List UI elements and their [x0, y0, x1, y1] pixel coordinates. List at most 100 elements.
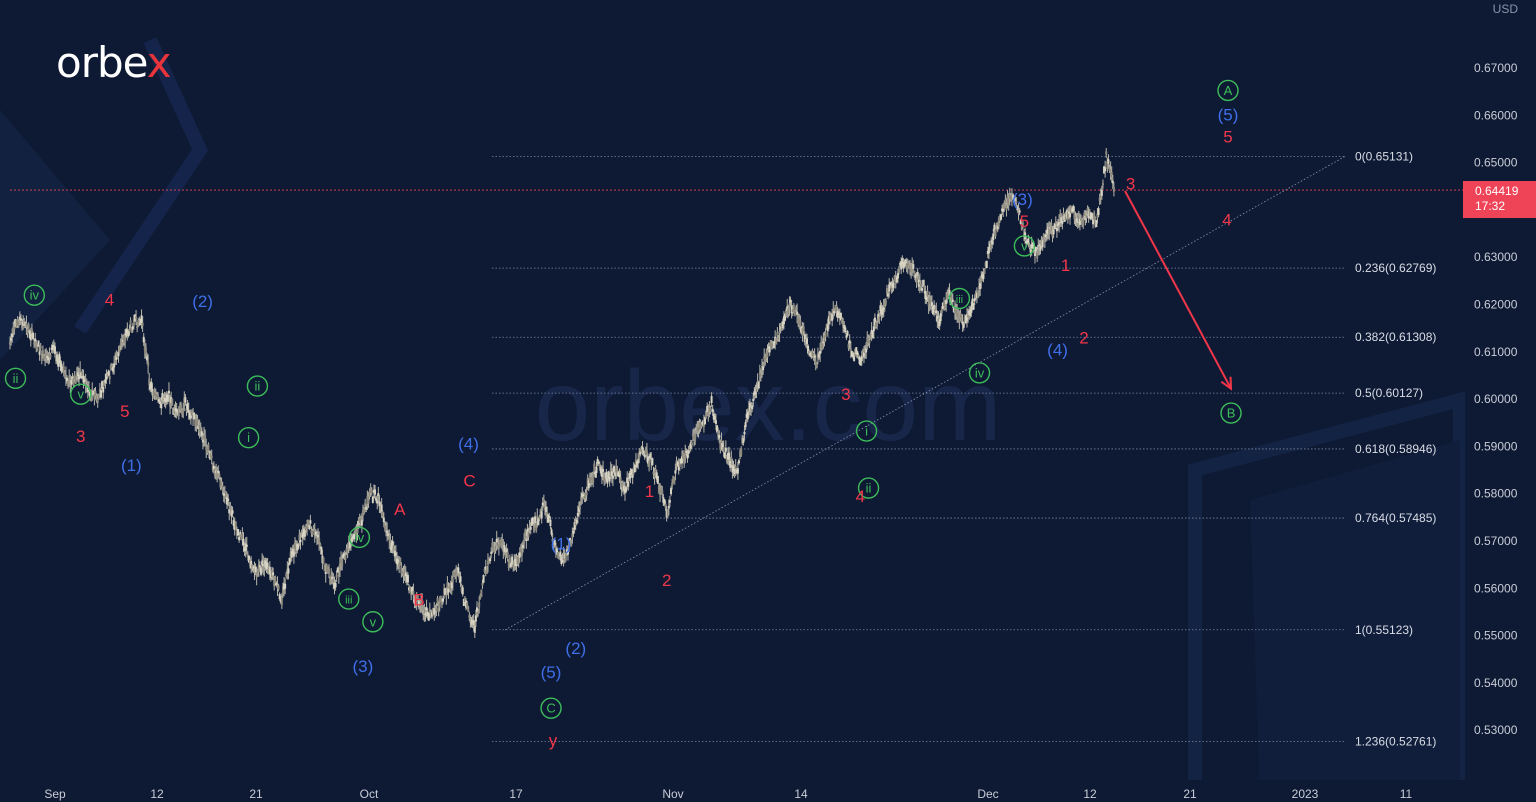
candle-body [467, 606, 470, 612]
candle-body [181, 410, 184, 415]
price-tick: 0.62000 [1474, 298, 1518, 312]
candle-body [227, 498, 230, 502]
time-tick: Sep [44, 787, 66, 801]
candle-body [550, 529, 553, 535]
candle-body [404, 573, 407, 576]
candle-body [1105, 151, 1108, 155]
wave-label-text: 5 [1020, 212, 1029, 231]
candle-body [1043, 239, 1046, 243]
candle-body [882, 306, 885, 310]
candle-body [523, 539, 526, 543]
candle-body [158, 399, 161, 402]
candle-body [1025, 241, 1028, 244]
candle-body [1052, 229, 1055, 235]
candle-body [104, 379, 107, 384]
candle-body [317, 535, 320, 538]
wave-label-circle [1013, 235, 1036, 257]
candle-body [346, 547, 349, 554]
candle-body [845, 335, 848, 338]
candle-body [815, 361, 818, 369]
candle-body [46, 355, 49, 358]
candle-body [827, 316, 830, 324]
candle-body [272, 572, 275, 576]
candle-body [342, 553, 345, 558]
candle-body [429, 611, 432, 616]
candle-body [99, 389, 102, 398]
time-tick: 21 [1183, 787, 1197, 801]
candle-body [932, 306, 935, 315]
candle-body [423, 609, 426, 616]
candle-body [1026, 240, 1029, 244]
candle-body [515, 559, 518, 567]
candle-body [381, 511, 384, 517]
candle-body [1027, 238, 1030, 244]
candle-body [903, 261, 906, 267]
candle-body [640, 446, 643, 453]
wave-label-text: 4 [105, 291, 114, 310]
candle-body [884, 300, 887, 304]
candle-body [637, 459, 640, 464]
candle-body [405, 575, 408, 582]
candle-body [173, 407, 176, 414]
candle-body [450, 582, 453, 588]
wave-label-text: (3) [352, 657, 373, 676]
price-tick: 0.65000 [1474, 156, 1518, 170]
candle-body [677, 462, 680, 471]
candle-body [335, 574, 338, 578]
candle-body [739, 451, 742, 457]
candle-body [294, 542, 297, 549]
candle-body [775, 337, 778, 345]
current-price: 0.64419 [1475, 184, 1519, 198]
candle-body [727, 452, 730, 460]
candle-body [1040, 239, 1043, 246]
wave-label-circle [4, 367, 27, 390]
candle-body [1007, 198, 1010, 206]
wave-label-circle [348, 526, 371, 549]
candle-body [97, 394, 100, 399]
time-tick: 12 [150, 787, 164, 801]
candle-body [352, 535, 355, 539]
fib-label: 0(0.65131) [1355, 149, 1413, 163]
candle-body [80, 372, 83, 379]
candle-body [283, 583, 286, 590]
candle-body [951, 299, 954, 302]
candle-body [814, 361, 817, 364]
candle-body [891, 282, 894, 288]
candle-body [29, 333, 32, 341]
candle-body [389, 539, 392, 547]
candle-body [1049, 227, 1052, 230]
candle-body [641, 446, 644, 450]
candle-body [867, 338, 870, 343]
fib-label: 1(0.55123) [1355, 623, 1413, 637]
candle-body [696, 426, 699, 431]
candle-body [180, 404, 183, 411]
candle-body [774, 336, 777, 344]
time-axis[interactable]: Sep 12 21 Oct 17 Nov 14 Dec 12 21 2023 11 [0, 780, 1536, 802]
candle-body [754, 388, 757, 395]
candle-body [75, 371, 78, 376]
candle-body [16, 319, 19, 326]
candle-body [159, 401, 162, 404]
candle-body [917, 279, 920, 287]
price-tick: 0.63000 [1474, 250, 1518, 264]
candle-body [804, 338, 807, 343]
candle-body [73, 374, 76, 379]
candle-body [557, 551, 560, 559]
candle-body [201, 440, 204, 443]
candle-body [858, 356, 861, 364]
candle-body [780, 322, 783, 330]
candle-body [993, 224, 996, 232]
candle-body [837, 311, 840, 316]
candle-body [1021, 222, 1024, 226]
candle-body [458, 575, 461, 580]
candle-body [962, 324, 965, 328]
price-axis[interactable]: 0.670000.660000.650000.640000.630000.620… [1465, 0, 1536, 780]
candle-body [764, 357, 767, 362]
candle-body [114, 355, 117, 363]
candle-body [626, 477, 629, 484]
candle-body [800, 326, 803, 334]
candle-body [575, 519, 578, 524]
candle-body [504, 553, 507, 558]
candle-body [694, 433, 697, 442]
